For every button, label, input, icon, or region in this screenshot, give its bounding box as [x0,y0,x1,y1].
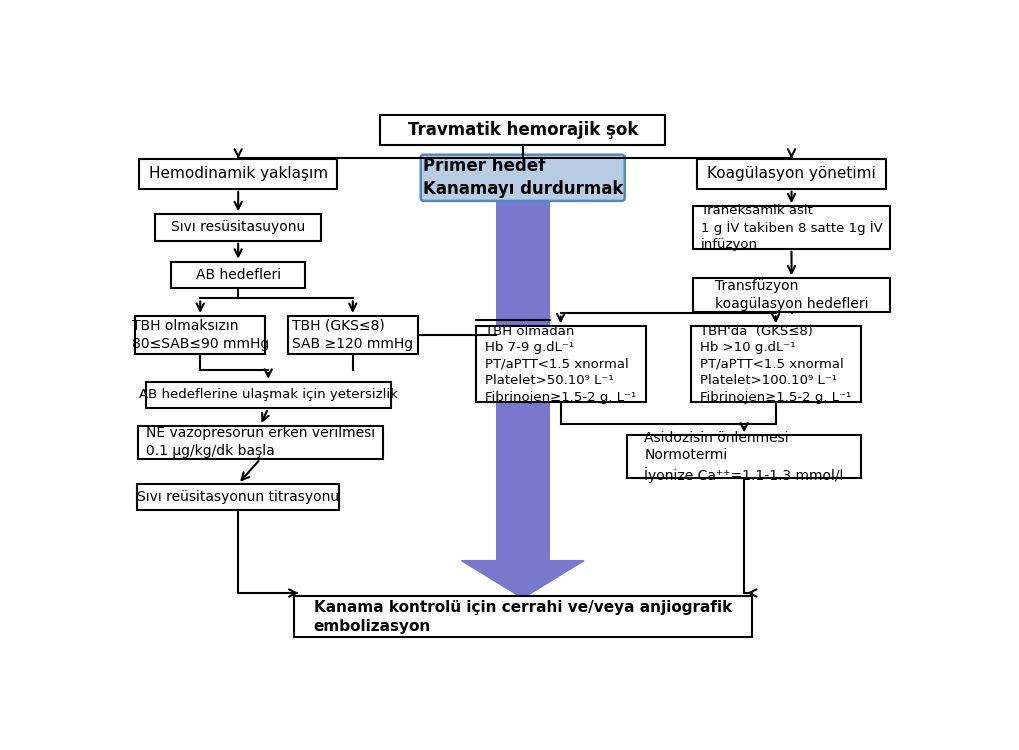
Text: NE vazopresörün erken verilmesi
0.1 μg/kg/dk başla: NE vazopresörün erken verilmesi 0.1 μg/k… [146,426,375,458]
Text: Asidozisin önlenmesi
Normotermi
İyonize Ca⁺⁺=1.1-1.3 mmol/l: Asidozisin önlenmesi Normotermi İyonize … [644,430,843,483]
Bar [138,484,338,511]
Text: Sıvı resüsitasuyonu: Sıvı resüsitasuyonu [171,220,305,235]
Bar [475,326,645,403]
Text: Sıvı reüsitasyonun titrasyonu: Sıvı reüsitasyonun titrasyonu [137,490,339,504]
Bar [287,316,418,354]
Bar [135,316,265,354]
Text: Travmatik hemorajik şok: Travmatik hemorajik şok [408,122,637,140]
Text: Hemodinamik yaklaşım: Hemodinamik yaklaşım [149,166,327,182]
Bar [495,199,549,561]
Bar [690,326,860,403]
Bar [155,214,321,241]
Polygon shape [461,561,584,598]
Text: TBH (GKS≤8)
SAB ≥120 mmHg: TBH (GKS≤8) SAB ≥120 mmHg [292,319,413,351]
Text: TBH'da  (GKS≤8)
Hb >10 g.dL⁻¹
PT/aPTT<1.5 xnormal
Platelet>100.10⁹ L⁻¹
Fibrinoje: TBH'da (GKS≤8) Hb >10 g.dL⁻¹ PT/aPTT<1.5… [699,325,851,404]
Bar [692,206,890,249]
Text: Koagülasyon yönetimi: Koagülasyon yönetimi [706,166,875,182]
Bar [140,159,336,189]
Text: Primer hedef
Kanamayı durdurmak: Primer hedef Kanamayı durdurmak [422,158,623,198]
Bar [380,116,664,146]
Text: TBH olmadan
Hb 7-9 g.dL⁻¹
PT/aPTT<1.5 xnormal
Platelet>50.10⁹ L⁻¹
Fibrinojen≥1.5: TBH olmadan Hb 7-9 g.dL⁻¹ PT/aPTT<1.5 xn… [485,325,636,404]
Bar [696,159,886,189]
Bar [146,382,390,408]
Bar [171,262,305,288]
Text: Transfüzyon
koagülasyon hedefleri: Transfüzyon koagülasyon hedefleri [714,279,867,311]
Bar [293,596,751,638]
Text: TBH olmaksızın
80≤SAB≤90 mmHg: TBH olmaksızın 80≤SAB≤90 mmHg [131,319,269,351]
Text: AB hedefleri: AB hedefleri [196,268,280,282]
Bar [627,435,860,478]
FancyBboxPatch shape [421,154,624,201]
Text: Traneksamik asit
1 g İV takiben 8 satte 1g İV
infüzyon: Traneksamik asit 1 g İV takiben 8 satte … [700,204,881,251]
Bar [138,425,382,459]
Text: AB hedeflerine ulaşmak için yetersizlik: AB hedeflerine ulaşmak için yetersizlik [139,388,397,401]
Bar [692,278,890,312]
Text: Kanama kontrolü için cerrahi ve/veya anjiografik
embolizasyon: Kanama kontrolü için cerrahi ve/veya anj… [313,599,732,634]
